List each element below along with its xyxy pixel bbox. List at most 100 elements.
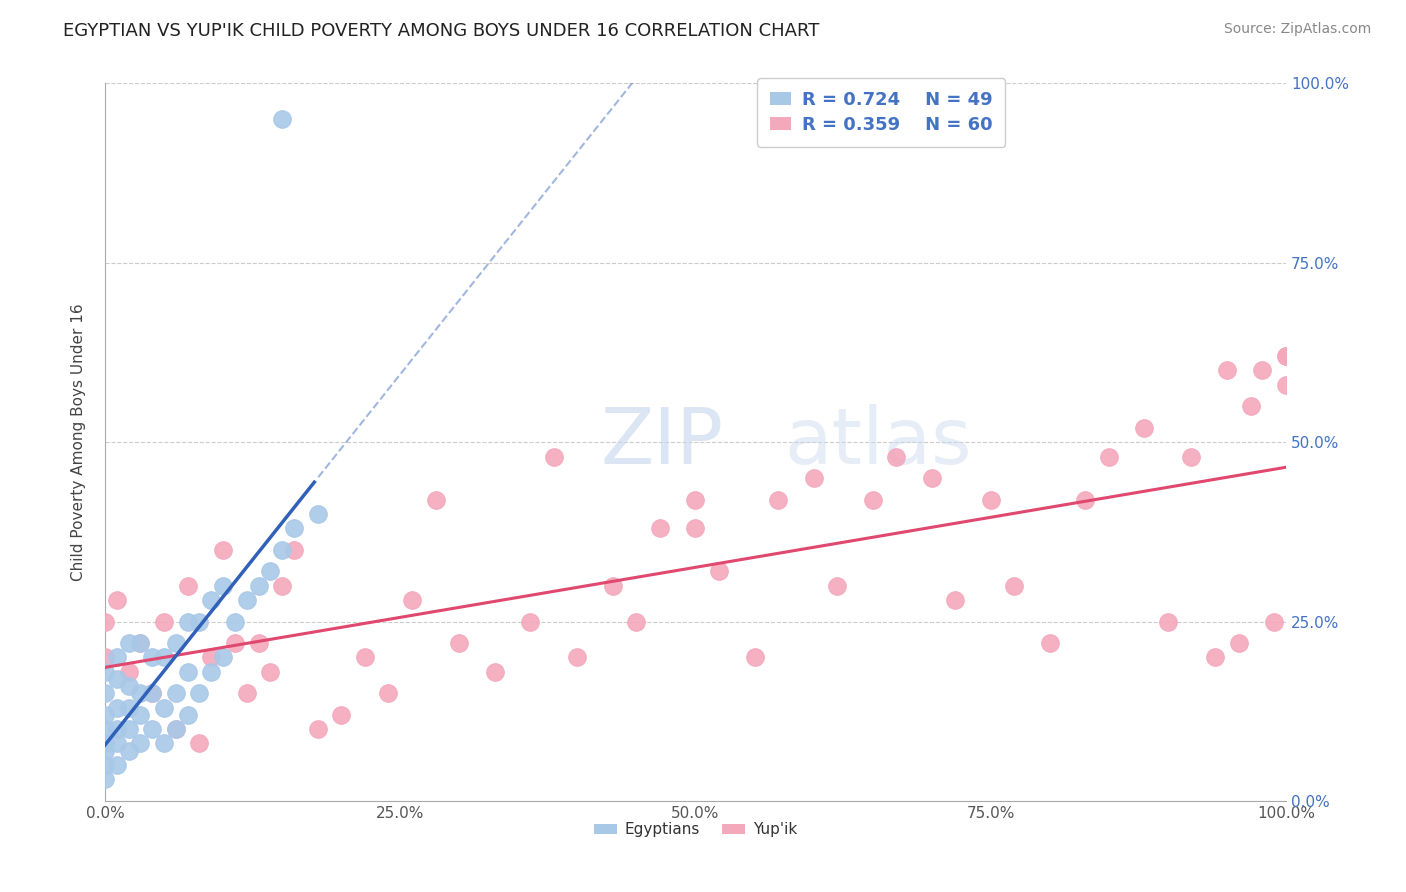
Point xyxy=(921,471,943,485)
Point xyxy=(1275,349,1298,363)
Point xyxy=(176,579,198,593)
Point xyxy=(1002,579,1025,593)
Point xyxy=(943,593,966,607)
Point xyxy=(1275,377,1298,392)
Point xyxy=(94,686,117,700)
Point xyxy=(235,686,257,700)
Point xyxy=(247,636,270,650)
Point xyxy=(165,686,187,700)
Point xyxy=(1239,399,1261,413)
Point xyxy=(188,737,211,751)
Point xyxy=(165,722,187,736)
Point xyxy=(884,450,907,464)
Point xyxy=(176,665,198,679)
Point xyxy=(200,665,222,679)
Point xyxy=(105,700,128,714)
Point xyxy=(980,492,1002,507)
Point xyxy=(744,650,766,665)
Point xyxy=(105,758,128,772)
Point xyxy=(94,772,117,787)
Point xyxy=(484,665,506,679)
Point xyxy=(94,707,117,722)
Point xyxy=(307,507,329,521)
Point xyxy=(271,542,294,557)
Point xyxy=(94,722,117,736)
Point xyxy=(1204,650,1226,665)
Point xyxy=(105,593,128,607)
Point xyxy=(141,650,163,665)
Point xyxy=(449,636,471,650)
Point xyxy=(1039,636,1062,650)
Point xyxy=(377,686,399,700)
Point xyxy=(141,722,163,736)
Point xyxy=(94,665,117,679)
Point xyxy=(129,737,152,751)
Text: Source: ZipAtlas.com: Source: ZipAtlas.com xyxy=(1223,22,1371,37)
Point xyxy=(212,650,235,665)
Point xyxy=(1216,363,1239,377)
Point xyxy=(271,112,294,127)
Point xyxy=(330,707,353,722)
Point xyxy=(602,579,624,593)
Point xyxy=(153,650,176,665)
Point xyxy=(235,593,257,607)
Point xyxy=(117,636,139,650)
Point xyxy=(105,722,128,736)
Point xyxy=(176,707,198,722)
Point xyxy=(129,636,152,650)
Point xyxy=(117,722,139,736)
Point xyxy=(425,492,447,507)
Point xyxy=(685,492,707,507)
Point xyxy=(200,593,222,607)
Point xyxy=(153,700,176,714)
Point xyxy=(94,615,117,629)
Point xyxy=(1098,450,1121,464)
Point xyxy=(153,737,176,751)
Point xyxy=(1157,615,1180,629)
Point xyxy=(105,650,128,665)
Point xyxy=(1251,363,1274,377)
Text: EGYPTIAN VS YUP'IK CHILD POVERTY AMONG BOYS UNDER 16 CORRELATION CHART: EGYPTIAN VS YUP'IK CHILD POVERTY AMONG B… xyxy=(63,22,820,40)
Point xyxy=(188,615,211,629)
Point xyxy=(165,636,187,650)
Point xyxy=(224,615,246,629)
Point xyxy=(283,542,305,557)
Point xyxy=(212,542,235,557)
Text: atlas: atlas xyxy=(785,404,972,480)
Point xyxy=(1074,492,1097,507)
Point xyxy=(1180,450,1202,464)
Point xyxy=(401,593,423,607)
Point xyxy=(862,492,884,507)
Point xyxy=(117,700,139,714)
Text: ZIP: ZIP xyxy=(600,404,724,480)
Point xyxy=(825,579,848,593)
Point xyxy=(105,737,128,751)
Point xyxy=(94,737,117,751)
Point xyxy=(247,579,270,593)
Point xyxy=(648,521,671,535)
Point xyxy=(685,521,707,535)
Point xyxy=(153,615,176,629)
Point xyxy=(224,636,246,650)
Point xyxy=(803,471,825,485)
Point xyxy=(519,615,541,629)
Point xyxy=(117,744,139,758)
Point xyxy=(543,450,565,464)
Point xyxy=(1133,421,1156,435)
Point xyxy=(1227,636,1250,650)
Point xyxy=(567,650,589,665)
Point xyxy=(188,686,211,700)
Point xyxy=(626,615,648,629)
Point xyxy=(176,615,198,629)
Point xyxy=(129,636,152,650)
Point xyxy=(200,650,222,665)
Point xyxy=(271,579,294,593)
Point xyxy=(353,650,375,665)
Point xyxy=(117,679,139,693)
Point xyxy=(707,564,730,578)
Point xyxy=(1263,615,1285,629)
Point xyxy=(1275,349,1298,363)
Point xyxy=(141,686,163,700)
Y-axis label: Child Poverty Among Boys Under 16: Child Poverty Among Boys Under 16 xyxy=(72,303,86,581)
Legend: Egyptians, Yup'ik: Egyptians, Yup'ik xyxy=(588,816,803,844)
